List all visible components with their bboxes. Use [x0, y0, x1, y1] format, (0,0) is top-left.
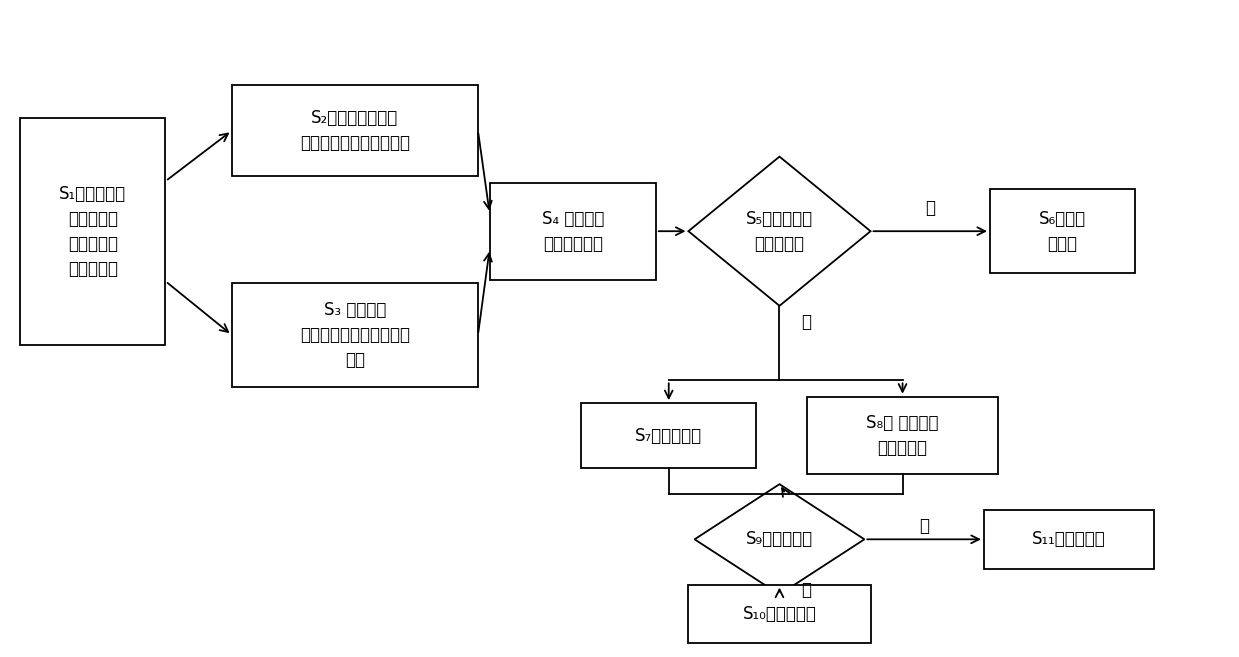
Bar: [489, 183, 655, 280]
Text: S₁₁：安全评定: S₁₁：安全评定: [1032, 530, 1105, 549]
Bar: [581, 403, 756, 468]
Text: S₁₀：免于评定: S₁₀：免于评定: [742, 605, 817, 623]
Text: S₈： 宏观检验
及无损检测: S₈： 宏观检验 及无损检测: [866, 414, 939, 457]
Text: 否: 否: [919, 517, 929, 535]
Bar: [232, 85, 478, 176]
Bar: [984, 510, 1154, 568]
Bar: [232, 283, 478, 387]
Text: S₆：维修
或判废: S₆：维修 或判废: [1040, 210, 1087, 253]
Bar: [20, 118, 165, 345]
Text: 否: 否: [802, 313, 812, 331]
Bar: [807, 397, 997, 474]
Text: 是: 是: [926, 200, 935, 217]
Polygon shape: [689, 156, 871, 306]
Text: 是: 是: [802, 581, 812, 599]
Bar: [689, 585, 871, 643]
Bar: [990, 189, 1135, 273]
Text: S₄ 压力容器
最高受火温度: S₄ 压力容器 最高受火温度: [541, 210, 603, 253]
Text: S₃ 试验获得
硬度和金相随温度的变化
规律: S₃ 试验获得 硬度和金相随温度的变化 规律: [300, 301, 410, 369]
Text: S₉：是否合格: S₉：是否合格: [746, 530, 813, 549]
Text: S₂：硬度现场测定
得到不同部位的硬度分布: S₂：硬度现场测定 得到不同部位的硬度分布: [300, 109, 410, 152]
Polygon shape: [695, 484, 865, 595]
Text: S₁：对火灾过
程中压力容
器的冷却方
式进行判别: S₁：对火灾过 程中压力容 器的冷却方 式进行判别: [59, 185, 126, 278]
Text: S₅：是否高于
温度临界値: S₅：是否高于 温度临界値: [746, 210, 813, 253]
Text: S₇：金相检验: S₇：金相检验: [636, 426, 703, 445]
